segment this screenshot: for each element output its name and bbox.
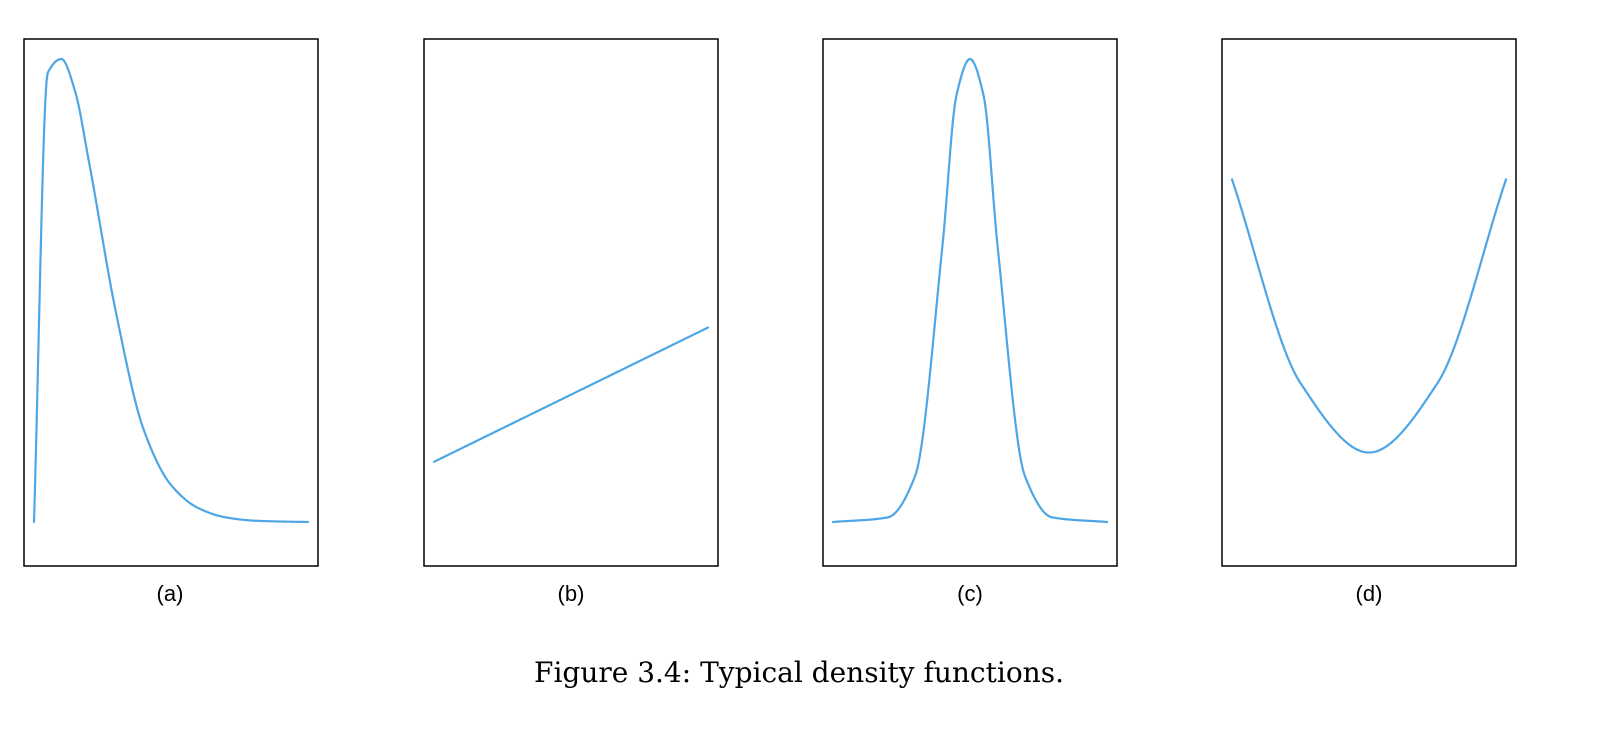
panel-b-frame [423,38,719,567]
panel-b-curve [432,326,710,463]
panel-d-frame [1221,38,1517,567]
figure-caption: Figure 3.4: Typical density functions. [534,656,1064,689]
panel-d-curve [1230,178,1508,454]
panel-c-label: (c) [957,581,983,606]
panel-c-curve [831,57,1109,524]
panel-a-curve [32,57,310,524]
panel-c: (c) [822,38,1118,606]
panel-c-frame [822,38,1118,567]
panel-a-label: (a) [157,581,184,606]
panel-a: (a) [23,38,319,606]
panel-d: (d) [1221,38,1517,606]
panel-b: (b) [423,38,719,606]
panel-b-label: (b) [558,581,585,606]
panel-a-frame [23,38,319,567]
panel-d-label: (d) [1356,581,1383,606]
